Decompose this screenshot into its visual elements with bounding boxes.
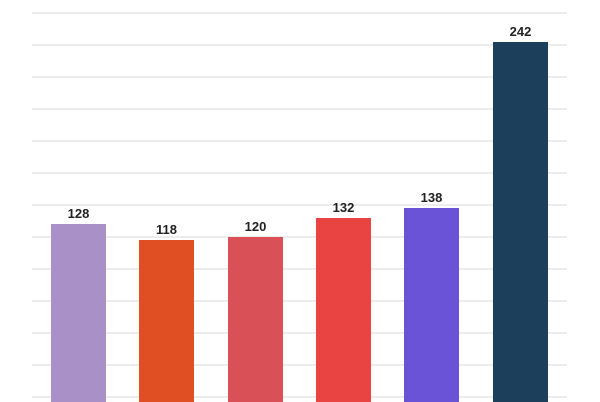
- gridline: [32, 11, 567, 14]
- gridline: [32, 107, 567, 110]
- gridline: [32, 235, 567, 238]
- gridline: [32, 171, 567, 174]
- bar: [228, 236, 283, 402]
- bar-value-label: 128: [67, 206, 90, 221]
- gridline: [32, 139, 567, 142]
- gridline: [32, 363, 567, 366]
- gridline: [32, 43, 567, 46]
- bar-value-label: 132: [332, 199, 355, 215]
- bar-value-label: 242: [509, 23, 532, 39]
- bar-value-label: 120: [244, 218, 267, 234]
- gridline: [32, 299, 567, 302]
- gridline: [32, 203, 567, 206]
- bar-value-label: 118: [156, 222, 177, 237]
- bar-value-label: 138: [420, 190, 443, 205]
- gridline: [32, 267, 567, 270]
- gridline: [32, 395, 567, 398]
- gridline: [32, 75, 567, 78]
- bar: [316, 217, 371, 402]
- bar: [139, 240, 194, 402]
- bar: [493, 41, 548, 402]
- gridline: [32, 331, 567, 334]
- bar: [404, 208, 459, 402]
- bar: [51, 224, 106, 402]
